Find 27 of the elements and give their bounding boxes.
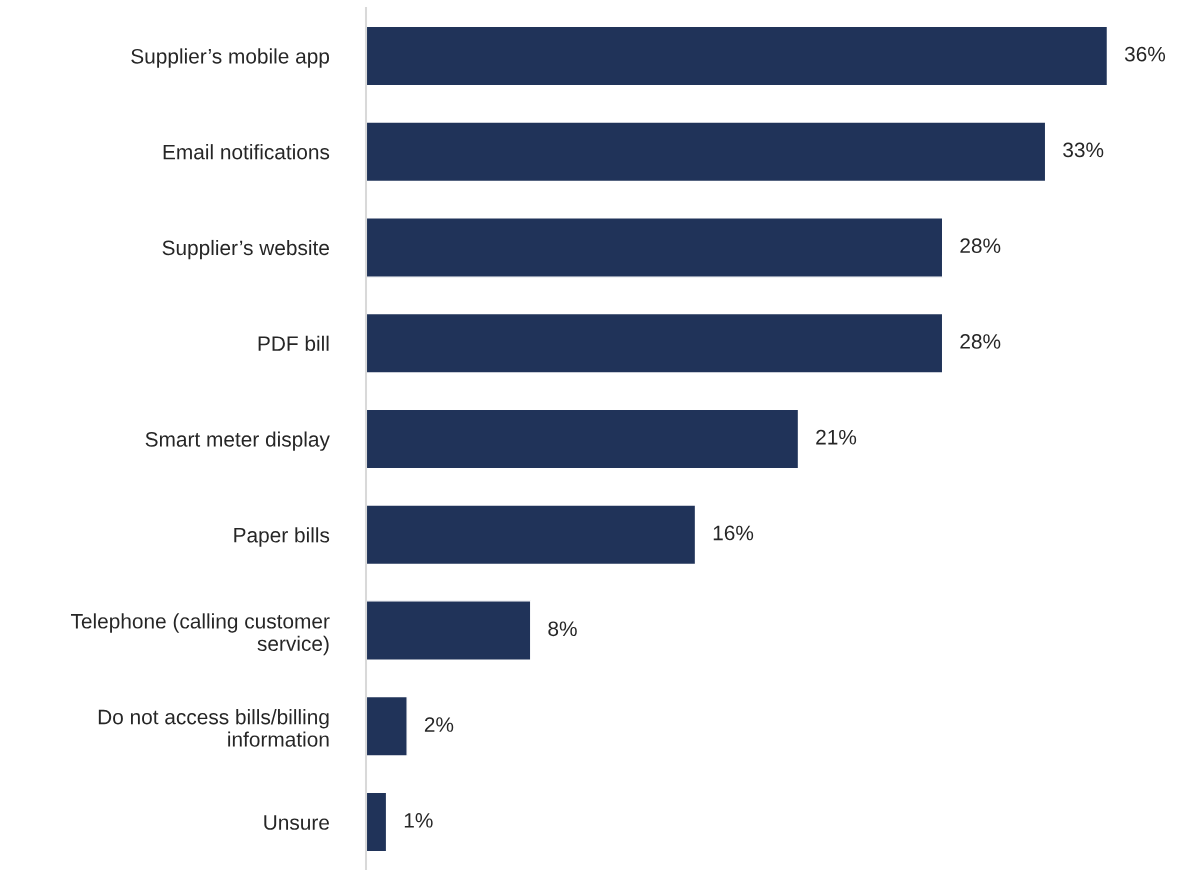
bar bbox=[366, 504, 697, 566]
y-tick-label: Supplier’s website bbox=[162, 239, 329, 260]
bar bbox=[366, 600, 532, 661]
bar bbox=[366, 25, 1109, 87]
y-tick-label: Unsure bbox=[264, 815, 329, 830]
data-label: 36% bbox=[1124, 46, 1166, 62]
y-tick-label: PDF bill bbox=[258, 335, 329, 351]
y-tick-label: Supplier’s mobile app bbox=[131, 48, 330, 68]
y-tick-label: Smart meter display bbox=[145, 431, 330, 451]
y-tick-label: Paper bills bbox=[234, 527, 330, 547]
data-label: 8% bbox=[548, 621, 577, 637]
bar bbox=[366, 408, 800, 470]
bar bbox=[366, 217, 944, 278]
data-label: 28% bbox=[960, 334, 1001, 349]
bar bbox=[366, 312, 944, 374]
data-label: 16% bbox=[713, 525, 754, 541]
data-label: 21% bbox=[816, 429, 857, 445]
y-tick-label: Email notifications bbox=[163, 144, 330, 160]
data-label: 33% bbox=[1063, 142, 1104, 158]
bar bbox=[366, 791, 388, 853]
bar bbox=[366, 121, 1047, 183]
data-label: 1% bbox=[404, 813, 433, 828]
data-label: 28% bbox=[960, 238, 1001, 254]
data-label: 2% bbox=[424, 717, 454, 732]
y-tick-label: Do not access bills/billing information bbox=[98, 709, 329, 747]
bar bbox=[366, 695, 408, 757]
y-tick-label: Telephone (calling customer service) bbox=[70, 613, 330, 656]
